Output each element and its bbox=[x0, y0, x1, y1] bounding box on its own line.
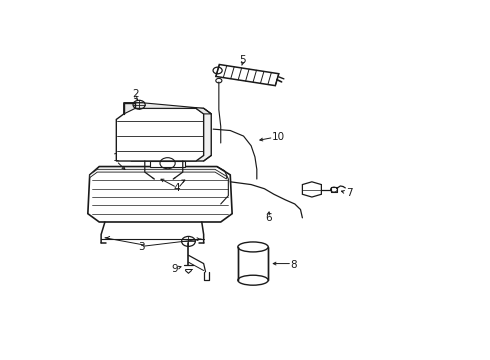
Text: 2: 2 bbox=[132, 90, 139, 99]
Text: 9: 9 bbox=[171, 264, 178, 274]
Polygon shape bbox=[216, 64, 279, 86]
Text: 3: 3 bbox=[138, 242, 145, 252]
Polygon shape bbox=[124, 103, 211, 161]
Polygon shape bbox=[302, 182, 321, 197]
Text: 5: 5 bbox=[240, 55, 246, 65]
Polygon shape bbox=[238, 247, 268, 280]
Text: 8: 8 bbox=[291, 260, 297, 270]
Text: 4: 4 bbox=[174, 183, 180, 193]
Text: 10: 10 bbox=[272, 132, 285, 143]
Polygon shape bbox=[88, 167, 232, 222]
Text: 1: 1 bbox=[113, 153, 120, 163]
Polygon shape bbox=[116, 103, 204, 161]
Text: 6: 6 bbox=[265, 213, 271, 224]
Polygon shape bbox=[150, 161, 185, 167]
Polygon shape bbox=[90, 169, 226, 179]
Polygon shape bbox=[124, 103, 211, 114]
Text: 7: 7 bbox=[346, 188, 352, 198]
